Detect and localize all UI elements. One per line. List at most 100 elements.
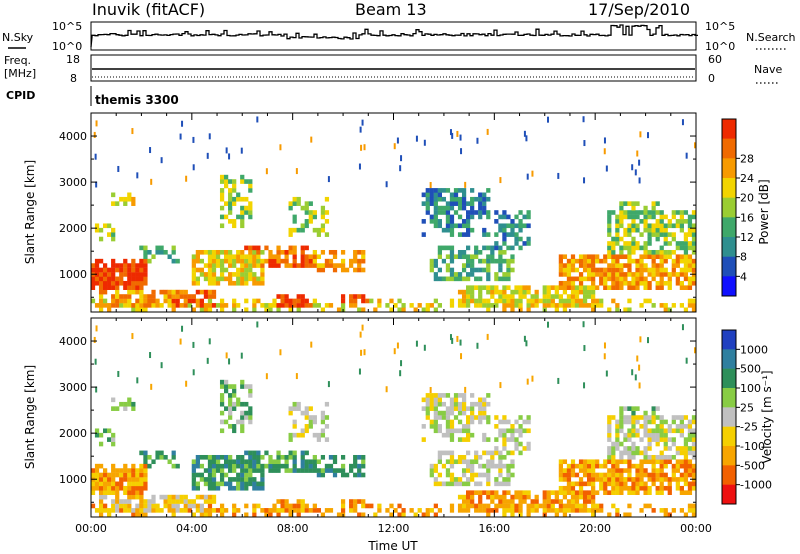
data-cell: [90, 485, 96, 491]
data-cell: [211, 294, 217, 299]
data-cell: [546, 508, 551, 513]
data-cell: [466, 508, 471, 513]
data-cell: [292, 258, 297, 264]
data-cell: [607, 450, 612, 456]
data-cell: [150, 383, 153, 390]
data-cell: [599, 485, 604, 491]
data-cell: [244, 179, 249, 184]
data-cell: [482, 298, 487, 304]
data-cell: [457, 303, 463, 308]
data-cell: [353, 294, 358, 299]
data-cell: [591, 289, 596, 295]
data-cell: [236, 276, 241, 282]
data-cell: [514, 437, 519, 442]
data-cell: [639, 472, 644, 478]
data-cell: [687, 503, 693, 509]
data-cell: [611, 236, 616, 242]
data-cell: [490, 249, 495, 255]
data-cell: [502, 214, 507, 220]
data-cell: [433, 393, 438, 398]
data-cell: [131, 267, 136, 273]
data-cell: [478, 201, 483, 206]
data-cell: [361, 254, 366, 260]
data-cell: [587, 258, 592, 264]
data-cell: [691, 512, 697, 518]
data-cell: [324, 401, 330, 407]
data-cell: [466, 424, 471, 429]
data-cell: [232, 477, 237, 482]
data-cell: [679, 459, 684, 465]
data-cell: [461, 263, 467, 268]
data-cell: [445, 472, 451, 478]
data-cell: [449, 419, 455, 425]
data-cell: [155, 450, 160, 456]
data-cell: [643, 485, 648, 491]
data-cell: [558, 463, 563, 469]
data-cell: [667, 428, 672, 434]
data-cell: [655, 406, 660, 411]
colorbar-tick-label: -500: [740, 459, 765, 472]
data-cell: [623, 254, 628, 260]
data-cell: [232, 183, 237, 189]
data-cell: [470, 263, 475, 268]
data-cell: [562, 307, 568, 313]
data-cell: [623, 477, 628, 482]
data-cell: [127, 192, 132, 198]
data-cell: [433, 192, 438, 198]
data-cell: [566, 508, 572, 513]
data-cell: [95, 386, 98, 393]
data-cell: [550, 508, 555, 513]
data-cell: [437, 428, 442, 434]
data-cell: [324, 424, 330, 429]
data-cell: [163, 294, 168, 299]
data-cell: [671, 223, 676, 229]
data-cell: [643, 454, 648, 460]
data-cell: [639, 276, 644, 282]
data-cell: [643, 241, 648, 246]
data-cell: [107, 428, 112, 434]
data-cell: [502, 477, 507, 482]
data-cell: [510, 450, 515, 456]
data-cell: [461, 393, 467, 398]
data-cell: [296, 196, 301, 202]
colorbar-tick-label: -100: [740, 440, 765, 453]
data-cell: [591, 463, 596, 469]
data-cell: [619, 201, 624, 206]
data-cell: [510, 267, 515, 273]
data-cell: [167, 254, 172, 260]
data-cell: [272, 459, 277, 465]
data-cell: [107, 437, 112, 442]
data-cell: [498, 499, 503, 504]
data-cell: [534, 298, 539, 304]
data-cell: [195, 258, 200, 264]
data-cell: [607, 432, 612, 438]
data-cell: [546, 298, 551, 304]
data-cell: [304, 219, 309, 224]
data-cell: [280, 499, 285, 504]
data-cell: [203, 477, 209, 482]
data-cell: [611, 485, 616, 491]
data-cell: [175, 289, 180, 295]
data-cell: [211, 508, 217, 513]
data-cell: [671, 508, 676, 513]
data-cell: [308, 258, 313, 264]
data-cell: [135, 508, 140, 513]
data-cell: [611, 459, 616, 465]
data-cell: [631, 245, 636, 251]
data-cell: [631, 450, 636, 456]
data-cell: [127, 294, 132, 299]
data-cell: [175, 508, 180, 513]
data-cell: [514, 428, 519, 434]
data-cell: [224, 201, 229, 206]
data-cell: [123, 263, 128, 268]
data-cell: [421, 201, 426, 206]
data-cell: [211, 463, 217, 469]
data-cell: [619, 276, 624, 282]
data-cell: [482, 245, 487, 251]
data-cell: [667, 232, 672, 237]
data-cell: [635, 227, 640, 233]
data-cell: [490, 245, 495, 251]
data-cell: [591, 499, 596, 504]
data-cell: [542, 303, 547, 308]
data-cell: [312, 263, 317, 268]
